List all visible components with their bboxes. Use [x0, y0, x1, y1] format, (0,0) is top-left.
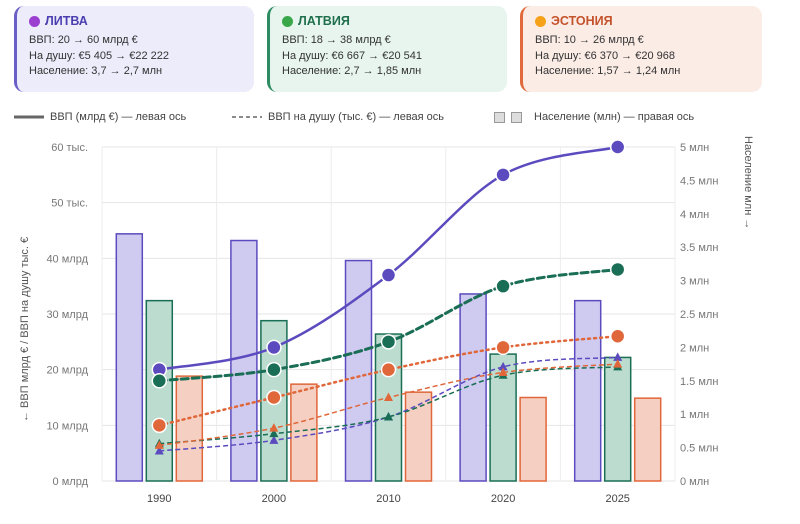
left-tick-label: 50 тыс. — [51, 198, 88, 210]
x-tick-label: 2000 — [262, 493, 286, 505]
left-axis-title: ← ВВП млрд € / ВВП на душу тыс. € — [19, 237, 31, 422]
card-title-text: ЛАТВИЯ — [298, 14, 350, 28]
legend-population: Население (млн) — правая ось — [494, 111, 694, 123]
left-tick-label: 0 млрд — [53, 476, 89, 488]
left-tick-label: 60 тыс. — [51, 142, 88, 154]
card-per-capita: На душу: €6 370 → €20 968 — [535, 49, 675, 62]
legend-gdp-label: ВВП (млрд €) — левая ось — [50, 111, 187, 123]
population-bar — [374, 333, 403, 482]
gdp-point — [609, 261, 626, 278]
right-tick-label: 1 млн — [680, 409, 709, 421]
left-tick-label: 10 млрд — [46, 420, 88, 432]
card-latvia: ЛАТВИЯ ВВП: 18 → 38 млрд € На душу: €6 6… — [267, 6, 507, 92]
x-tick-label: 2025 — [605, 493, 629, 505]
right-tick-label: 0.5 млн — [680, 443, 718, 455]
card-estonia: ЭСТОНИЯ ВВП: 10 → 26 млрд € На душу: €6 … — [520, 6, 762, 92]
card-population: Население: 3,7 → 2,7 млн — [29, 65, 163, 77]
population-bar — [404, 391, 433, 482]
right-tick-label: 3 млн — [680, 276, 709, 288]
right-tick-label: 4.5 млн — [680, 175, 718, 187]
population-bar — [519, 396, 547, 482]
gdp-point — [380, 361, 397, 378]
per-capita-point — [269, 435, 279, 444]
gdp-point — [151, 373, 168, 389]
gdp-point — [380, 334, 397, 350]
right-tick-label: 2 млн — [680, 342, 709, 354]
gdp-point — [495, 339, 511, 356]
legend-population-label: Население (млн) — правая ось — [534, 111, 695, 123]
right-tick-label: 4 млн — [680, 209, 709, 221]
per-capita-point — [384, 411, 393, 421]
left-tick-label: 20 млрд — [46, 365, 88, 377]
population-bar — [573, 299, 602, 482]
legend-bar-icon — [511, 111, 522, 123]
card-per-capita: На душу: €5 405 → €22 222 — [29, 49, 169, 62]
left-tick-label: 40 млрд — [46, 253, 88, 265]
card-lithuania: ЛИТВА ВВП: 20 → 60 млрд € На душу: €5 40… — [14, 6, 254, 92]
x-tick-label: 2010 — [376, 493, 400, 505]
population-bar — [344, 259, 373, 482]
gdp-point — [495, 278, 511, 294]
card-title-text: ЛИТВА — [45, 14, 88, 28]
card-per-capita: На душу: €6 667 → €20 541 — [282, 49, 422, 62]
card-title: ЛАТВИЯ — [282, 14, 495, 28]
per-capita-point — [154, 445, 164, 455]
card-title: ЛИТВА — [29, 14, 242, 28]
gdp-point — [266, 389, 282, 406]
right-tick-label: 2.5 млн — [680, 309, 718, 321]
right-tick-label: 3.5 млн — [680, 242, 718, 254]
population-bar — [633, 397, 662, 482]
color-dot-icon — [29, 15, 40, 27]
per-capita-point — [613, 359, 623, 368]
per-capita-point — [269, 428, 279, 438]
legend-per-capita-label: ВВП на душу (тыс. €) — левая ось — [268, 111, 445, 123]
per-capita-point — [384, 392, 393, 401]
per-capita-point — [269, 423, 279, 432]
gdp-point — [266, 339, 282, 356]
population-bar — [603, 356, 632, 482]
right-tick-label: 0 млн — [680, 476, 709, 488]
color-dot-icon — [535, 15, 546, 27]
card-population: Население: 1,57 → 1,24 млн — [535, 65, 681, 77]
card-title: ЭСТОНИЯ — [535, 14, 750, 28]
card-title-text: ЭСТОНИЯ — [551, 14, 613, 28]
legend-gdp: ВВП (млрд €) — левая ось — [14, 111, 186, 123]
card-gdp: ВВП: 20 → 60 млрд € — [29, 34, 138, 46]
per-capita-point — [154, 440, 164, 449]
per-capita-point — [613, 352, 623, 361]
right-tick-label: 1.5 млн — [680, 376, 718, 388]
card-gdp: ВВП: 10 → 26 млрд € — [535, 34, 644, 46]
right-axis-title: Население млн → — [742, 136, 754, 229]
gdp-point — [380, 267, 397, 283]
per-capita-point — [498, 361, 508, 371]
left-tick-label: 30 млрд — [46, 309, 88, 321]
population-bar — [115, 233, 144, 482]
gdp-point — [609, 139, 626, 155]
gdp-point — [495, 167, 511, 183]
card-population: Население: 2,7 → 1,85 млн — [282, 65, 422, 77]
right-tick-label: 5 млн — [680, 142, 709, 154]
gdp-point — [151, 417, 168, 434]
x-tick-label: 2020 — [491, 493, 515, 505]
x-tick-label: 1990 — [147, 493, 171, 505]
color-dot-icon — [282, 15, 293, 27]
population-bar — [230, 239, 258, 482]
legend-per-capita: ВВП на душу (тыс. €) — левая ось — [232, 111, 444, 123]
gdp-point — [266, 361, 282, 378]
legend-bar-icon — [494, 111, 505, 123]
population-bar — [175, 375, 204, 482]
card-gdp: ВВП: 18 → 38 млрд € — [282, 34, 391, 46]
population-bar — [290, 383, 318, 482]
gdp-point — [609, 328, 626, 345]
per-capita-point — [498, 367, 508, 376]
